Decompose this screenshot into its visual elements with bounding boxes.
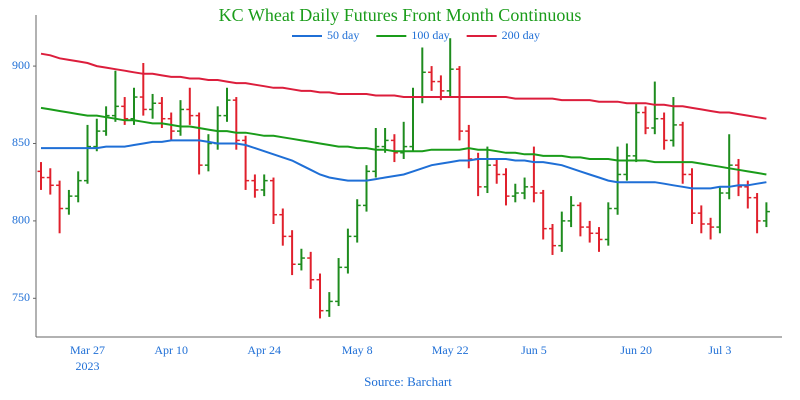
y-tick-label: 850	[12, 135, 30, 149]
x-tick-label: Jun 20	[620, 343, 652, 357]
y-tick-label: 900	[12, 58, 30, 72]
x-tick-label: Jun 5	[521, 343, 547, 357]
moving-average-line	[41, 139, 767, 190]
legend-label: 50 day	[327, 28, 359, 42]
x-tick-label: May 22	[432, 343, 469, 357]
x-tick-label: Apr 24	[247, 343, 281, 357]
x-tick-label: Mar 27	[70, 343, 105, 357]
source-label: Source: Barchart	[364, 374, 452, 389]
x-tick-label: Apr 10	[154, 343, 188, 357]
y-tick-label: 800	[12, 213, 30, 227]
legend-label: 100 day	[411, 28, 449, 42]
x-year-label: 2023	[76, 359, 100, 373]
x-tick-label: May 8	[342, 343, 373, 357]
x-tick-label: Jul 3	[708, 343, 731, 357]
moving-average-line	[40, 52, 767, 120]
chart-title: KC Wheat Daily Futures Front Month Conti…	[219, 5, 582, 25]
y-tick-label: 750	[12, 290, 30, 304]
legend-label: 200 day	[502, 28, 540, 42]
moving-average-line	[40, 106, 767, 176]
